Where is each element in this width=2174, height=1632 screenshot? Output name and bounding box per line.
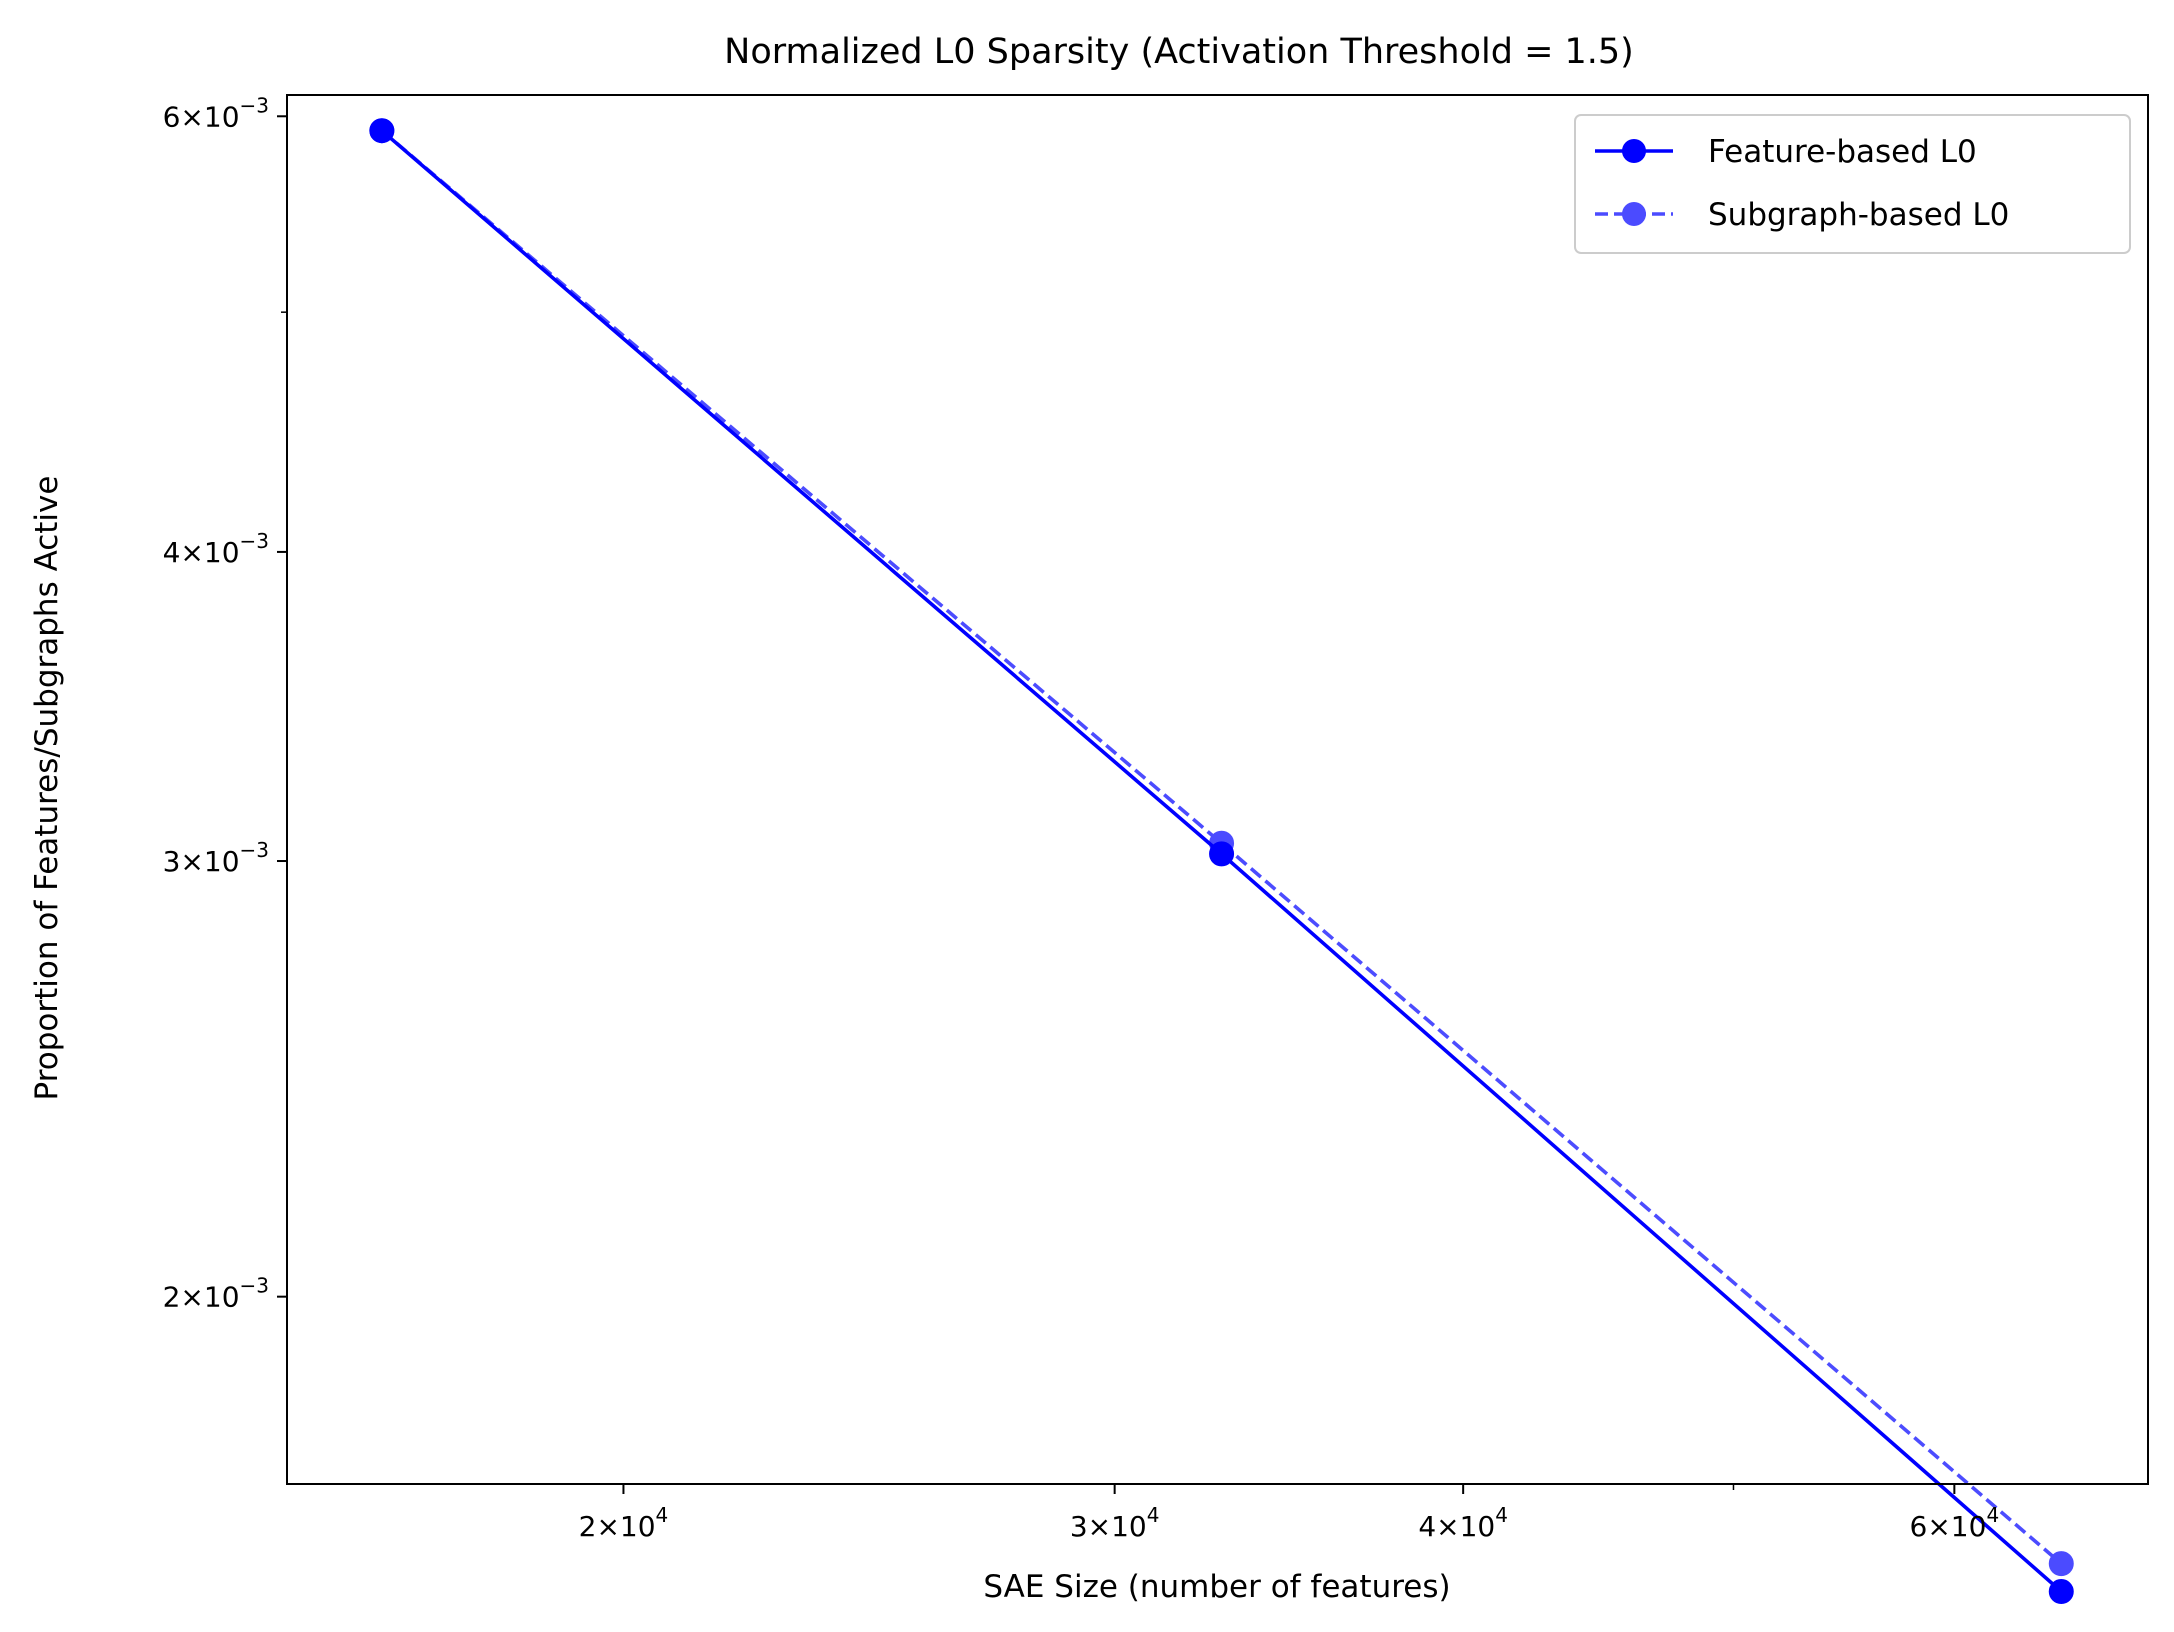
legend-handle	[1595, 202, 1673, 226]
legend: Feature-based L0 Subgraph-based L0	[1574, 114, 2131, 254]
series-marker	[2048, 1551, 2074, 1577]
tick-label-exponent: 4	[1986, 1503, 1999, 1527]
series-marker	[2048, 1579, 2074, 1605]
legend-marker	[1622, 202, 1646, 226]
plot-frame	[286, 94, 2149, 1485]
tick-label-mantissa: 2	[579, 1510, 597, 1543]
y-tick-label: 4×10−3	[163, 529, 269, 569]
legend-entry: Subgraph-based L0	[1595, 197, 2009, 233]
tick-label-times: ×10	[1088, 1510, 1147, 1543]
tick-label-exponent: −3	[240, 1274, 269, 1298]
plot-area	[369, 118, 2074, 1605]
legend-box	[1574, 114, 2131, 254]
axes: 2×104 3×104 4×104 6×1042×10−33×10−34×10−36×…	[163, 93, 2000, 1543]
legend-label: Feature-based L0	[1708, 134, 1977, 170]
tick-label-times: ×10	[180, 845, 239, 878]
tick-label-times: ×10	[180, 1281, 239, 1314]
tick-label-times: ×10	[180, 100, 239, 133]
y-axis-label: Proportion of Features/Subgraphs Active	[29, 476, 65, 1101]
tick-label-mantissa: 2	[163, 1281, 181, 1314]
tick-label-exponent: −3	[240, 838, 269, 862]
tick-label-exponent: 4	[1495, 1503, 1508, 1527]
tick-label-mantissa: 6	[1910, 1510, 1928, 1543]
tick-label-mantissa: 3	[1070, 1510, 1088, 1543]
y-tick-label: 3×10−3	[163, 838, 269, 878]
x-tick-label: 2×104	[579, 1503, 669, 1543]
tick-label-times: ×10	[596, 1510, 655, 1543]
tick-label-mantissa: 4	[1418, 1510, 1436, 1543]
tick-label-mantissa: 6	[163, 100, 181, 133]
series-marker	[369, 118, 395, 144]
legend-label: Subgraph-based L0	[1708, 197, 2009, 233]
legend-handle	[1595, 139, 1673, 163]
legend-entry: Feature-based L0	[1595, 134, 1977, 170]
tick-label-exponent: 4	[656, 1503, 669, 1527]
x-tick-label: 4×104	[1418, 1503, 1508, 1543]
series-marker	[1209, 841, 1235, 867]
x-tick-label: 6×104	[1910, 1503, 2000, 1543]
tick-label-exponent: −3	[240, 93, 269, 117]
series-feature-based	[369, 118, 2074, 1605]
y-tick-label: 6×10−3	[163, 93, 269, 133]
tick-label-exponent: −3	[240, 529, 269, 553]
x-tick-label: 3×104	[1070, 1503, 1160, 1543]
tick-label-times: ×10	[1436, 1510, 1495, 1543]
x-axis-label: SAE Size (number of features)	[983, 1569, 1450, 1605]
tick-label-mantissa: 4	[163, 536, 181, 569]
chart-title: Normalized L0 Sparsity (Activation Thres…	[724, 32, 1634, 72]
tick-label-exponent: 4	[1147, 1503, 1160, 1527]
legend-marker	[1622, 139, 1646, 163]
tick-label-times: ×10	[180, 536, 239, 569]
tick-label-mantissa: 3	[163, 845, 181, 878]
y-tick-label: 2×10−3	[163, 1274, 269, 1314]
series-line	[380, 129, 2063, 1565]
tick-label-times: ×10	[1927, 1510, 1986, 1543]
